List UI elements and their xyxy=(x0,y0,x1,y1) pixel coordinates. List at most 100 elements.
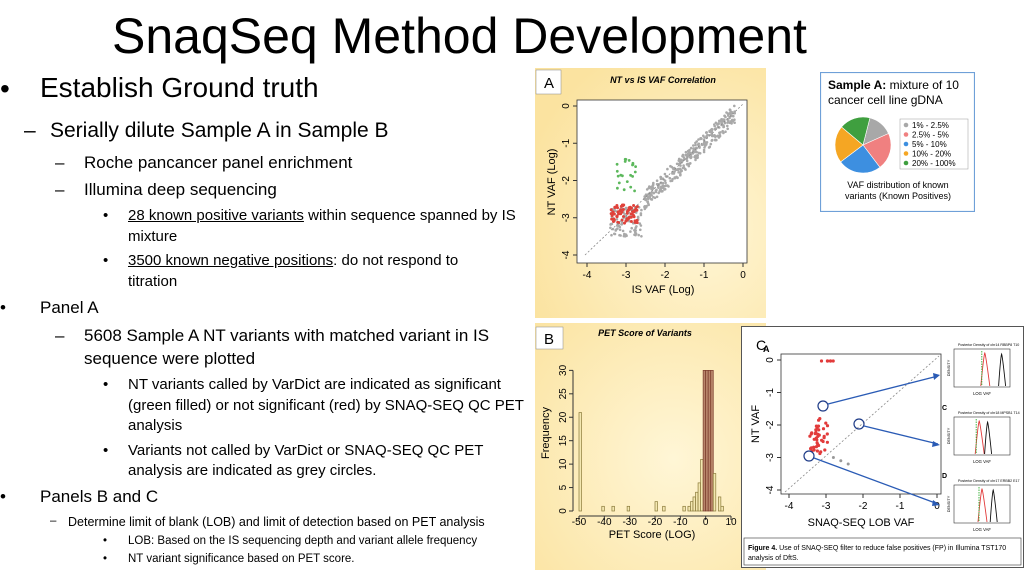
y-tick-label: -1 xyxy=(561,138,572,147)
bullet-glyph: • xyxy=(0,298,6,317)
y-tick-label: 30 xyxy=(558,364,569,376)
red-point xyxy=(617,212,620,216)
x-tick-label: -20 xyxy=(648,517,663,528)
y-tick-label: 15 xyxy=(558,435,569,447)
grey-point xyxy=(660,185,663,188)
grey-point xyxy=(705,134,708,138)
inset-xlabel: LOG VAF xyxy=(973,459,991,464)
bullet-glyph: • xyxy=(0,73,10,104)
grey-point xyxy=(652,181,655,185)
red-point xyxy=(630,212,634,216)
slide-title: SnaqSeq Method Development xyxy=(112,8,807,64)
pie-legend-swatch xyxy=(903,122,909,128)
grey-point xyxy=(647,186,651,190)
panel-b-ylabel: Frequency xyxy=(540,407,552,459)
inset-title: Posterior Density of chr18 MPSB1 T14 xyxy=(958,411,1020,415)
histogram-bar xyxy=(682,505,686,512)
bullet-known-negative-cont: titration xyxy=(128,273,178,290)
inset-letter: C xyxy=(942,405,947,412)
red-point xyxy=(814,445,818,449)
grey-point xyxy=(623,233,627,237)
red-point xyxy=(610,217,614,221)
grey-point xyxy=(732,114,735,118)
x-tick-label: -4 xyxy=(583,270,592,281)
red-point xyxy=(628,205,632,209)
grey-point xyxy=(702,148,706,152)
grey-point xyxy=(618,228,622,232)
red-point xyxy=(816,432,820,436)
grey-point xyxy=(713,124,716,128)
grey-point xyxy=(681,159,684,162)
y-tick-label: 0 xyxy=(561,103,572,109)
panel-a-letter-box xyxy=(535,69,562,95)
dash-glyph: – xyxy=(50,515,57,527)
grey-point xyxy=(719,119,723,123)
grey-point xyxy=(676,167,680,171)
y-tick-label: 25 xyxy=(558,388,569,400)
red-point xyxy=(613,206,617,209)
red-point xyxy=(821,427,826,431)
grey-point xyxy=(619,234,622,237)
grey-point xyxy=(640,235,643,238)
red-point xyxy=(616,206,619,210)
red-point xyxy=(813,432,817,436)
grey-point xyxy=(704,144,707,147)
red-point xyxy=(822,436,826,440)
grey-point xyxy=(609,226,612,230)
grey-point xyxy=(652,186,655,190)
x-tick-label: -50 xyxy=(572,517,587,528)
green-point xyxy=(629,173,632,177)
inset-ylabel: DENSITY xyxy=(947,427,951,444)
x-tick-label: -3 xyxy=(822,501,831,512)
grey-point xyxy=(663,188,666,191)
bullet-not-called-cont: analysis are indicated as grey circles. xyxy=(128,462,377,479)
grey-point xyxy=(722,125,725,129)
inset-curve-red xyxy=(980,351,991,387)
grey-point xyxy=(695,155,698,159)
grey-point xyxy=(689,151,692,155)
bullet-vardict-called-cont2: analysis xyxy=(128,417,183,434)
x-tick-label: -10 xyxy=(673,517,688,528)
grey-point xyxy=(639,213,643,217)
histogram-bar xyxy=(717,496,722,512)
grey-point xyxy=(692,147,696,150)
red-point xyxy=(612,220,615,223)
grey-point xyxy=(663,172,667,176)
grey-point xyxy=(681,153,685,157)
grey-point xyxy=(643,195,647,198)
histogram-bar xyxy=(705,370,709,512)
grey-point xyxy=(702,150,706,154)
grey-point xyxy=(723,118,726,122)
inset-curve-black xyxy=(989,488,998,523)
panel-c-caption-bold: Figure 4. xyxy=(748,545,777,552)
grey-point xyxy=(655,195,659,199)
red-point xyxy=(816,424,821,428)
grey-point xyxy=(690,155,693,159)
histogram-bar xyxy=(712,473,717,512)
grey-point xyxy=(671,172,674,175)
red-point xyxy=(828,359,832,363)
grey-point xyxy=(726,124,729,128)
y-tick-label: 5 xyxy=(558,484,569,490)
red-point xyxy=(635,218,639,222)
inset-curve-black xyxy=(998,352,1007,387)
bullet-vardict-called-cont1: (green filled) or not significant (red) … xyxy=(128,397,524,414)
grey-point xyxy=(729,108,732,112)
panel-b-bars xyxy=(578,370,724,512)
grey-point xyxy=(639,224,643,227)
panel-c-ylabel: NT VAF xyxy=(750,405,762,443)
red-point xyxy=(815,438,819,442)
grey-point xyxy=(684,150,688,154)
grey-point xyxy=(725,111,728,114)
dash-glyph: – xyxy=(55,180,65,199)
panel-b-letter-box xyxy=(535,326,564,350)
grey-point xyxy=(633,228,637,232)
pie-legend-box xyxy=(899,118,969,170)
grey-point xyxy=(730,122,733,125)
grey-point xyxy=(649,185,653,189)
grey-point xyxy=(705,142,708,145)
grey-point xyxy=(714,121,718,125)
x-tick-label: 0 xyxy=(740,270,746,281)
bullet-glyph: • xyxy=(103,207,109,224)
grey-point xyxy=(675,175,678,179)
